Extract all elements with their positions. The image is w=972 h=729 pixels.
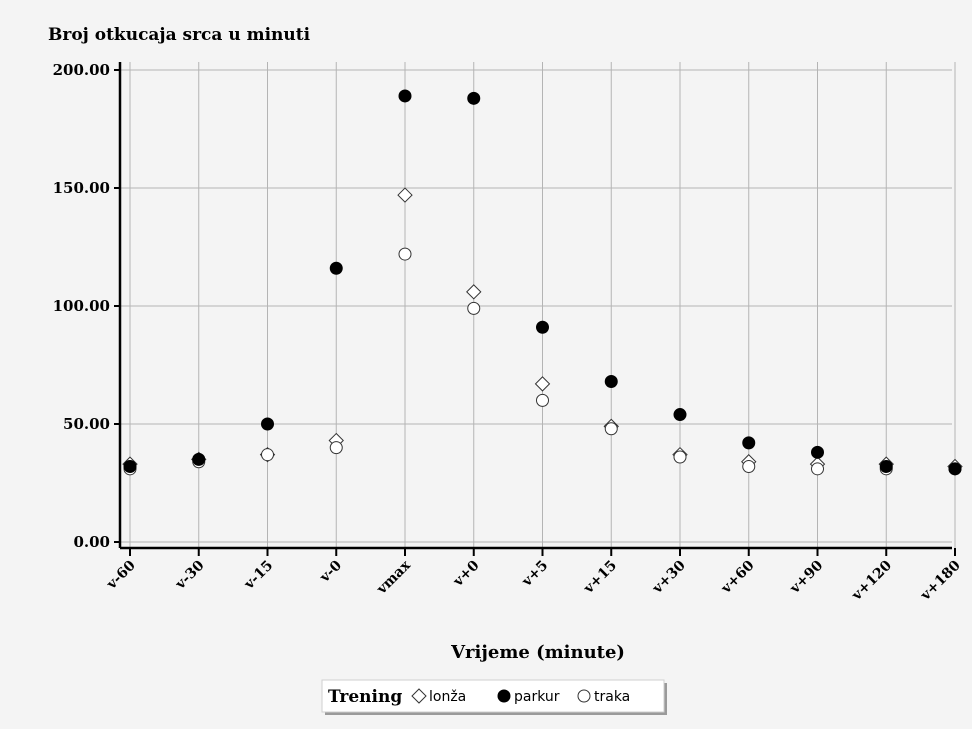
- x-axis-ticks: v-60 v-30 v-15 v-0 vmax v+0 v+5 v+15 v+30 v+60 v+9…: [103, 557, 964, 604]
- legend-marker-lonža: [411, 688, 427, 704]
- point-parkur: [536, 320, 549, 334]
- point-parkur: [879, 459, 893, 473]
- x-tick-label: vmax: [373, 557, 414, 598]
- point-parkur: [673, 408, 687, 422]
- point-lonža: [534, 376, 551, 392]
- point-parkur: [467, 91, 481, 105]
- point-traka: [742, 459, 756, 473]
- point-traka: [329, 441, 343, 455]
- legend-label-parkur: parkur: [514, 689, 560, 705]
- point-parkur: [742, 436, 756, 450]
- x-tick-label: v+15: [580, 558, 620, 598]
- x-tick-label: v+60: [718, 557, 758, 597]
- point-traka: [604, 422, 618, 436]
- x-tick-label: v-60: [103, 557, 139, 593]
- y-tick-label: 0.00: [73, 533, 110, 551]
- point-traka: [467, 301, 481, 315]
- legend-box: [321, 679, 665, 713]
- x-tick-label: v-15: [241, 558, 277, 594]
- x-axis-title: Vrijeme (minute): [450, 642, 625, 663]
- legend-label-lonža: lonža: [429, 689, 466, 705]
- point-traka: [398, 247, 412, 261]
- x-tick-label: v+0: [450, 557, 483, 590]
- x-tick-label: v-30: [172, 557, 208, 593]
- x-tick-label: v+180: [917, 557, 964, 604]
- point-traka: [811, 462, 824, 476]
- point-parkur: [329, 261, 343, 275]
- legend: Trening lonža parkur traka: [321, 679, 667, 715]
- point-parkur: [604, 375, 618, 389]
- x-tick-label: v+120: [848, 557, 895, 604]
- grid: [120, 62, 956, 548]
- y-tick-label: 150.00: [53, 179, 110, 197]
- x-tick-label: v+5: [518, 558, 551, 591]
- point-parkur: [811, 445, 824, 459]
- point-parkur: [398, 89, 412, 103]
- point-parkur: [123, 459, 137, 473]
- legend-title: Trening: [328, 687, 402, 707]
- point-traka: [673, 450, 687, 464]
- point-parkur: [948, 462, 962, 476]
- legend-marker-traka: [577, 689, 591, 703]
- legend-label-traka: traka: [594, 689, 630, 705]
- point-lonža: [397, 187, 413, 203]
- chart-title: Broj otkucaja srca u minuti: [48, 25, 311, 45]
- point-lonža: [466, 284, 482, 300]
- x-tick-label: v+90: [786, 557, 826, 597]
- point-parkur: [192, 452, 206, 466]
- legend-marker-parkur: [497, 689, 511, 703]
- point-parkur: [261, 417, 274, 431]
- x-tick-label: v+30: [649, 557, 689, 597]
- y-tick-label: 100.00: [53, 297, 110, 315]
- y-tick-label: 200.00: [53, 61, 110, 79]
- x-tick-label: v-0: [316, 557, 345, 586]
- axes: [114, 62, 956, 556]
- y-tick-label: 50.00: [63, 415, 110, 433]
- point-traka: [261, 448, 274, 462]
- y-axis-ticks: 0.00 50.00 100.00 150.00 200.00: [53, 61, 110, 551]
- data-points: [122, 89, 963, 476]
- point-traka: [536, 393, 549, 407]
